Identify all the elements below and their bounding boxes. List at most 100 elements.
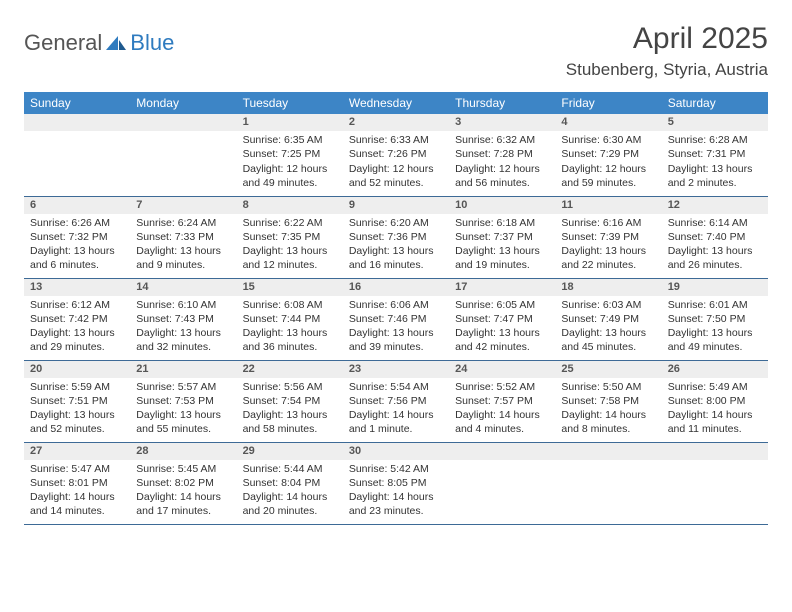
sunrise-text: Sunrise: 6:30 AM [561, 133, 655, 147]
daylight-text: Daylight: 14 hours and 1 minute. [349, 408, 443, 436]
daylight-text: Daylight: 14 hours and 14 minutes. [30, 490, 124, 518]
day-number: 9 [343, 197, 449, 214]
sunrise-text: Sunrise: 6:28 AM [668, 133, 762, 147]
sunrise-text: Sunrise: 5:42 AM [349, 462, 443, 476]
daylight-text: Daylight: 14 hours and 20 minutes. [243, 490, 337, 518]
calendar-cell: 27Sunrise: 5:47 AMSunset: 8:01 PMDayligh… [24, 442, 130, 524]
sunrise-text: Sunrise: 5:56 AM [243, 380, 337, 394]
sunrise-text: Sunrise: 6:08 AM [243, 298, 337, 312]
title-block: April 2025 Stubenberg, Styria, Austria [566, 22, 768, 80]
calendar-cell [662, 442, 768, 524]
day-details: Sunrise: 5:57 AMSunset: 7:53 PMDaylight:… [130, 378, 236, 441]
calendar-cell: 28Sunrise: 5:45 AMSunset: 8:02 PMDayligh… [130, 442, 236, 524]
day-number: 30 [343, 443, 449, 460]
sunrise-text: Sunrise: 6:12 AM [30, 298, 124, 312]
daylight-text: Daylight: 13 hours and 22 minutes. [561, 244, 655, 272]
day-details: Sunrise: 6:06 AMSunset: 7:46 PMDaylight:… [343, 296, 449, 359]
day-details: Sunrise: 5:50 AMSunset: 7:58 PMDaylight:… [555, 378, 661, 441]
calendar-cell: 12Sunrise: 6:14 AMSunset: 7:40 PMDayligh… [662, 196, 768, 278]
sunrise-text: Sunrise: 6:06 AM [349, 298, 443, 312]
sunset-text: Sunset: 7:28 PM [455, 147, 549, 161]
calendar-cell [130, 114, 236, 196]
day-details: Sunrise: 5:52 AMSunset: 7:57 PMDaylight:… [449, 378, 555, 441]
sunset-text: Sunset: 8:04 PM [243, 476, 337, 490]
sunrise-text: Sunrise: 5:54 AM [349, 380, 443, 394]
day-details: Sunrise: 5:42 AMSunset: 8:05 PMDaylight:… [343, 460, 449, 523]
day-number: 19 [662, 279, 768, 296]
sunset-text: Sunset: 7:29 PM [561, 147, 655, 161]
sunset-text: Sunset: 7:54 PM [243, 394, 337, 408]
day-number: 16 [343, 279, 449, 296]
day-details: Sunrise: 5:59 AMSunset: 7:51 PMDaylight:… [24, 378, 130, 441]
calendar-cell: 4Sunrise: 6:30 AMSunset: 7:29 PMDaylight… [555, 114, 661, 196]
day-number: 29 [237, 443, 343, 460]
sunset-text: Sunset: 7:26 PM [349, 147, 443, 161]
day-number: 14 [130, 279, 236, 296]
sunset-text: Sunset: 7:39 PM [561, 230, 655, 244]
day-details: Sunrise: 6:18 AMSunset: 7:37 PMDaylight:… [449, 214, 555, 277]
calendar-cell: 29Sunrise: 5:44 AMSunset: 8:04 PMDayligh… [237, 442, 343, 524]
day-number [555, 443, 661, 460]
sunset-text: Sunset: 7:33 PM [136, 230, 230, 244]
daylight-text: Daylight: 12 hours and 52 minutes. [349, 162, 443, 190]
sunset-text: Sunset: 8:05 PM [349, 476, 443, 490]
calendar-cell: 24Sunrise: 5:52 AMSunset: 7:57 PMDayligh… [449, 360, 555, 442]
calendar-week-row: 1Sunrise: 6:35 AMSunset: 7:25 PMDaylight… [24, 114, 768, 196]
day-details: Sunrise: 6:08 AMSunset: 7:44 PMDaylight:… [237, 296, 343, 359]
day-details: Sunrise: 6:24 AMSunset: 7:33 PMDaylight:… [130, 214, 236, 277]
calendar-cell: 16Sunrise: 6:06 AMSunset: 7:46 PMDayligh… [343, 278, 449, 360]
day-number: 13 [24, 279, 130, 296]
day-number: 8 [237, 197, 343, 214]
sunrise-text: Sunrise: 6:32 AM [455, 133, 549, 147]
sunset-text: Sunset: 7:44 PM [243, 312, 337, 326]
daylight-text: Daylight: 13 hours and 42 minutes. [455, 326, 549, 354]
sunrise-text: Sunrise: 6:10 AM [136, 298, 230, 312]
day-number: 11 [555, 197, 661, 214]
calendar-week-row: 6Sunrise: 6:26 AMSunset: 7:32 PMDaylight… [24, 196, 768, 278]
day-number [130, 114, 236, 131]
day-details: Sunrise: 6:12 AMSunset: 7:42 PMDaylight:… [24, 296, 130, 359]
calendar-cell: 17Sunrise: 6:05 AMSunset: 7:47 PMDayligh… [449, 278, 555, 360]
day-details: Sunrise: 6:35 AMSunset: 7:25 PMDaylight:… [237, 131, 343, 194]
sunrise-text: Sunrise: 6:05 AM [455, 298, 549, 312]
day-details: Sunrise: 6:05 AMSunset: 7:47 PMDaylight:… [449, 296, 555, 359]
day-number: 20 [24, 361, 130, 378]
day-number: 12 [662, 197, 768, 214]
sunrise-text: Sunrise: 6:35 AM [243, 133, 337, 147]
day-details: Sunrise: 6:20 AMSunset: 7:36 PMDaylight:… [343, 214, 449, 277]
sunrise-text: Sunrise: 5:47 AM [30, 462, 124, 476]
sunset-text: Sunset: 7:37 PM [455, 230, 549, 244]
day-number: 23 [343, 361, 449, 378]
sunrise-text: Sunrise: 6:20 AM [349, 216, 443, 230]
day-details [24, 131, 130, 137]
calendar-cell: 20Sunrise: 5:59 AMSunset: 7:51 PMDayligh… [24, 360, 130, 442]
day-number [449, 443, 555, 460]
day-details: Sunrise: 6:33 AMSunset: 7:26 PMDaylight:… [343, 131, 449, 194]
day-details: Sunrise: 6:28 AMSunset: 7:31 PMDaylight:… [662, 131, 768, 194]
day-details: Sunrise: 6:01 AMSunset: 7:50 PMDaylight:… [662, 296, 768, 359]
day-number: 17 [449, 279, 555, 296]
day-number: 15 [237, 279, 343, 296]
sunset-text: Sunset: 7:58 PM [561, 394, 655, 408]
sunset-text: Sunset: 8:00 PM [668, 394, 762, 408]
day-details: Sunrise: 5:56 AMSunset: 7:54 PMDaylight:… [237, 378, 343, 441]
weekday-header: Wednesday [343, 92, 449, 114]
calendar-week-row: 27Sunrise: 5:47 AMSunset: 8:01 PMDayligh… [24, 442, 768, 524]
weekday-header: Saturday [662, 92, 768, 114]
day-number: 3 [449, 114, 555, 131]
day-details [662, 460, 768, 466]
calendar-week-row: 13Sunrise: 6:12 AMSunset: 7:42 PMDayligh… [24, 278, 768, 360]
daylight-text: Daylight: 13 hours and 52 minutes. [30, 408, 124, 436]
day-details: Sunrise: 6:22 AMSunset: 7:35 PMDaylight:… [237, 214, 343, 277]
sunrise-text: Sunrise: 5:45 AM [136, 462, 230, 476]
day-details: Sunrise: 5:49 AMSunset: 8:00 PMDaylight:… [662, 378, 768, 441]
brand-part1: General [24, 30, 102, 56]
day-number: 26 [662, 361, 768, 378]
calendar-cell: 26Sunrise: 5:49 AMSunset: 8:00 PMDayligh… [662, 360, 768, 442]
daylight-text: Daylight: 14 hours and 4 minutes. [455, 408, 549, 436]
sunset-text: Sunset: 7:49 PM [561, 312, 655, 326]
weekday-header: Tuesday [237, 92, 343, 114]
daylight-text: Daylight: 13 hours and 39 minutes. [349, 326, 443, 354]
weekday-header: Monday [130, 92, 236, 114]
daylight-text: Daylight: 12 hours and 56 minutes. [455, 162, 549, 190]
